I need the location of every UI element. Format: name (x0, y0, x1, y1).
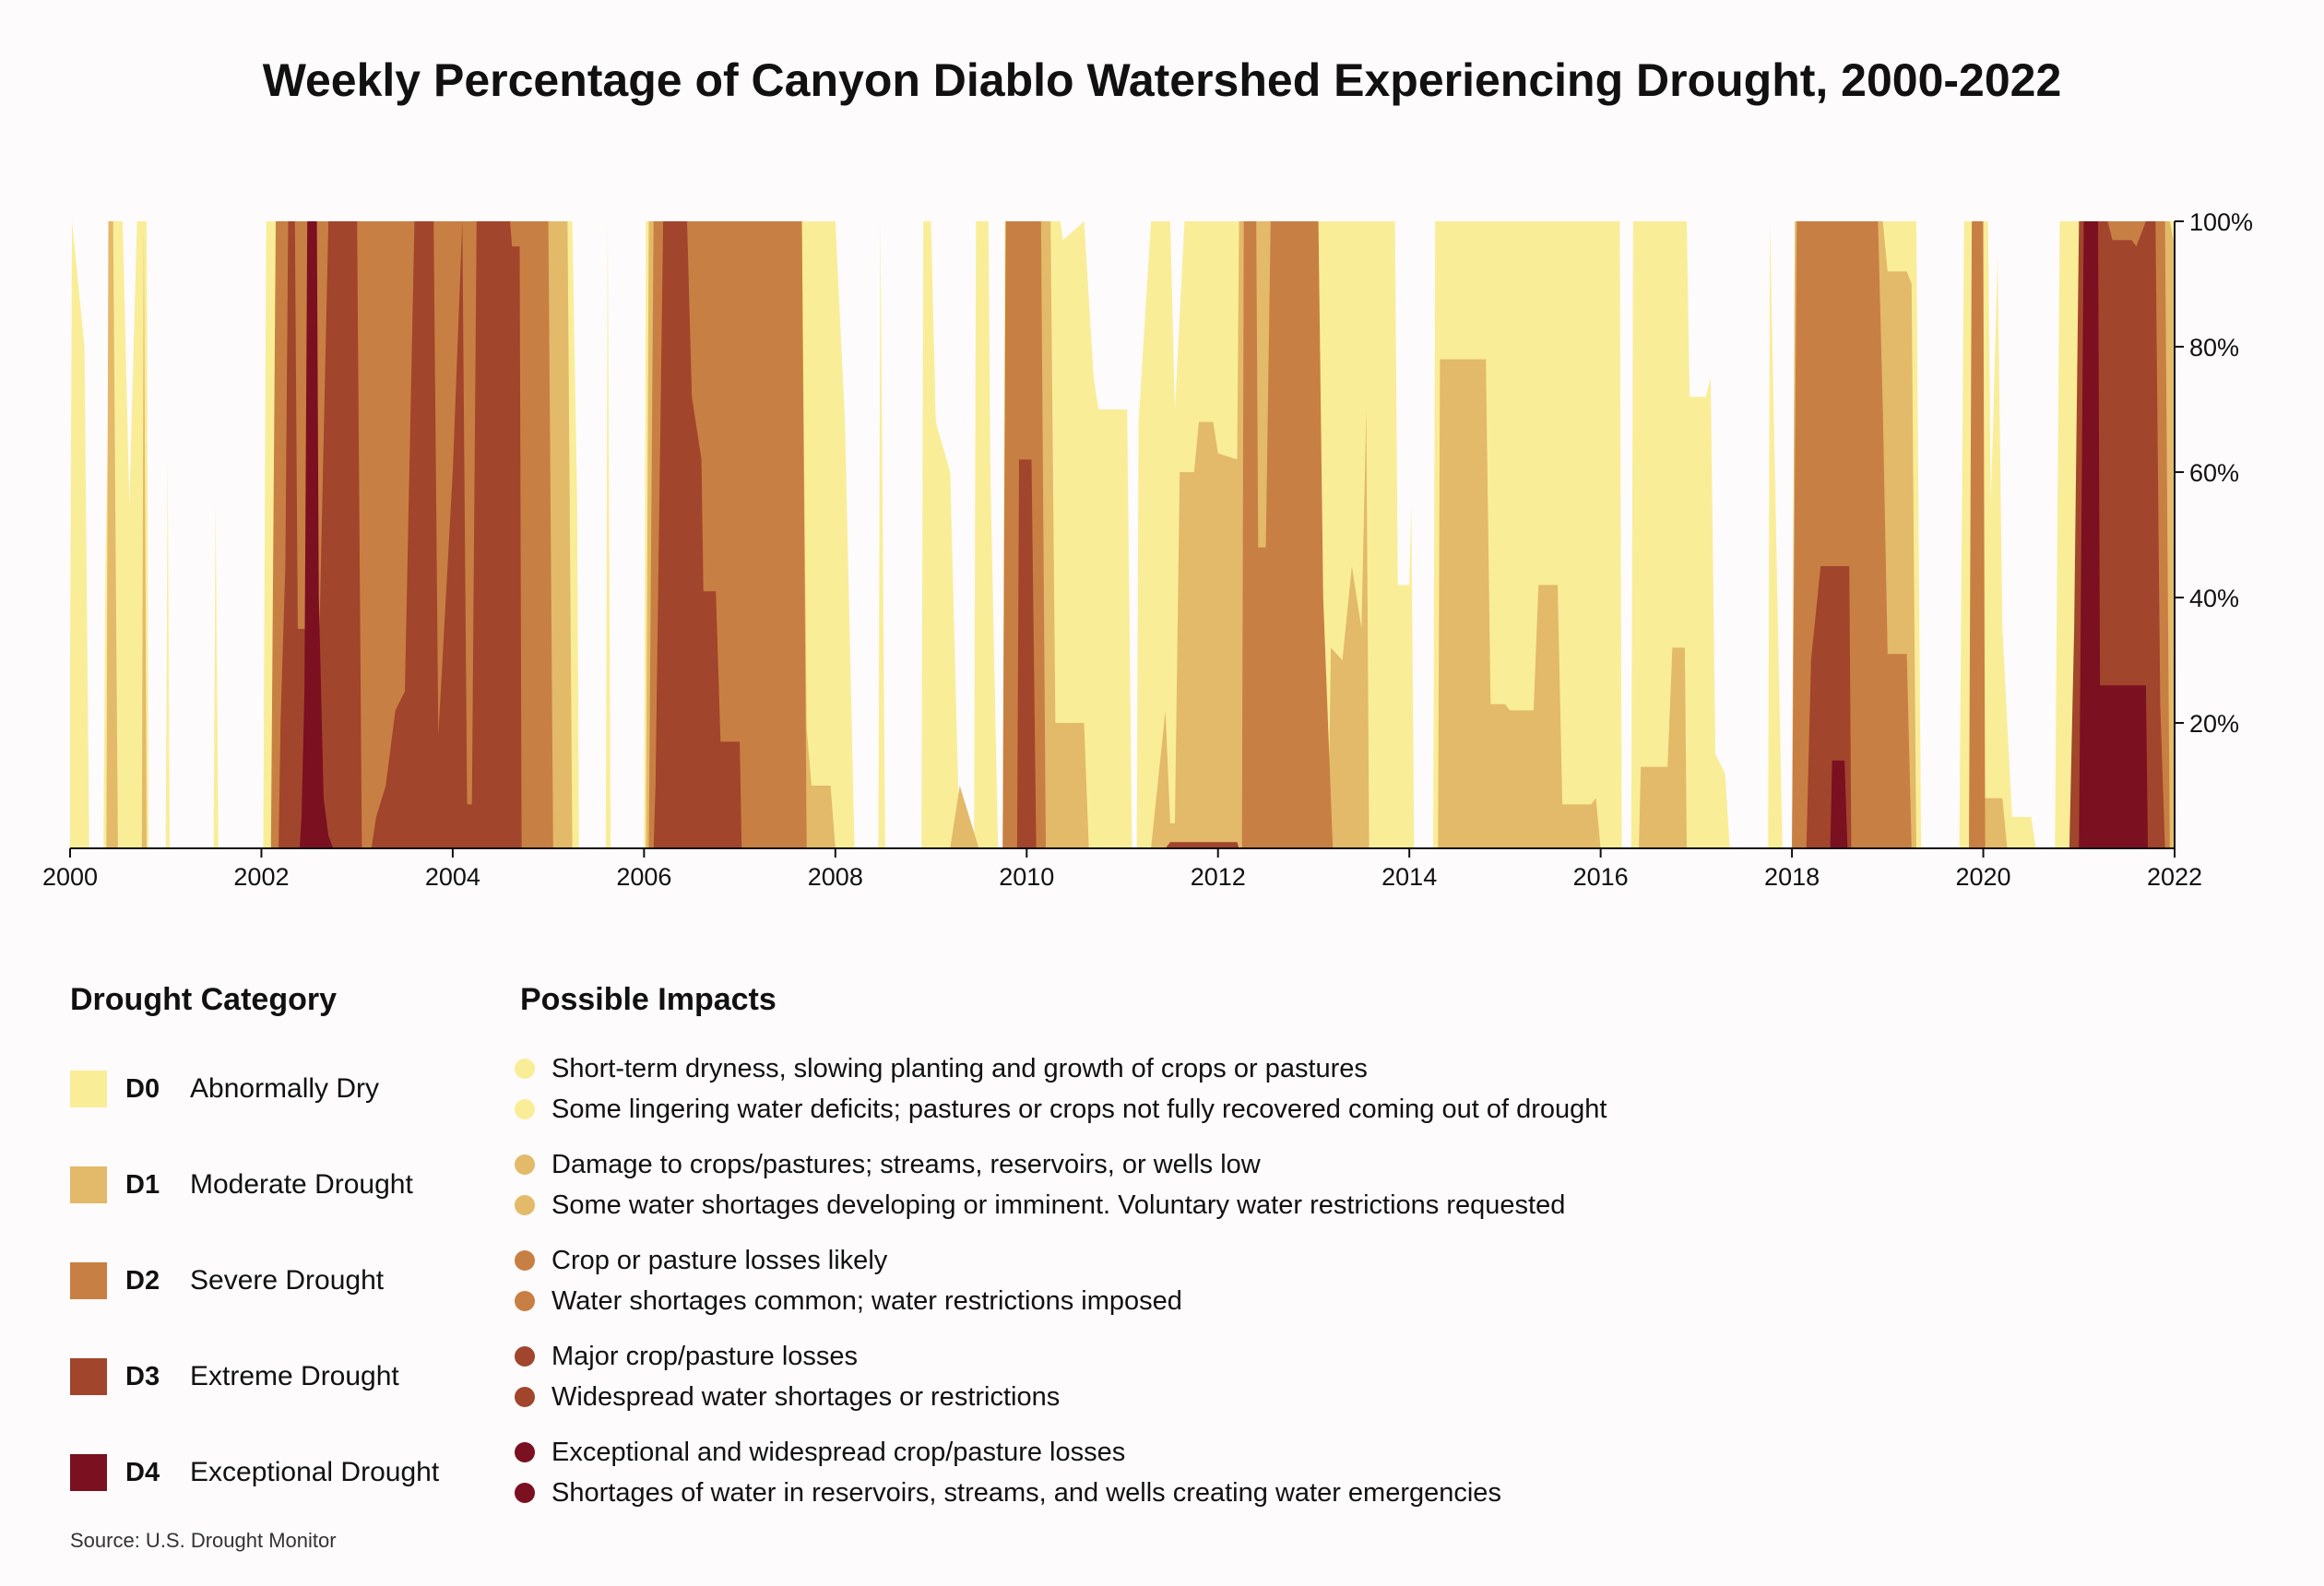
category-label: Moderate Drought (190, 1169, 413, 1200)
impact-bullet (515, 1291, 535, 1311)
impact-item-d0: Short-term dryness, slowing planting and… (515, 1050, 1368, 1087)
impact-text: Damage to crops/pastures; streams, reser… (551, 1149, 1261, 1179)
category-d1: D1 Moderate Drought (70, 1166, 413, 1204)
y-tick-label: 100% (2189, 208, 2253, 236)
impact-text: Exceptional and widespread crop/pasture … (551, 1437, 1126, 1467)
impact-bullet (515, 1059, 535, 1079)
category-swatch (70, 1262, 107, 1299)
x-tick-label: 2006 (616, 863, 671, 891)
x-tick-label: 2008 (808, 863, 863, 891)
impact-bullet (515, 1346, 535, 1367)
impact-item-d4: Exceptional and widespread crop/pasture … (515, 1434, 1125, 1471)
y-tick-label: 40% (2189, 585, 2239, 612)
category-label: Extreme Drought (190, 1361, 399, 1391)
source-note: Source: U.S. Drought Monitor (70, 1529, 337, 1552)
impact-bullet (515, 1387, 535, 1407)
drought-chart: 2000 2002 2004 2006 2008 2010 2012 2014 2016 2018… (42, 208, 2253, 891)
category-d4: D4 Exceptional Drought (70, 1453, 439, 1492)
impact-item-d0: Some lingering water deficits; pastures … (515, 1091, 1607, 1128)
category-d3: D3 Extreme Drought (70, 1357, 399, 1396)
chart-axes: 2000 2002 2004 2006 2008 2010 2012 2014 2016 2018… (42, 208, 2253, 891)
x-tick-label: 2016 (1573, 863, 1629, 891)
impact-item-d1: Damage to crops/pastures; streams, reser… (515, 1146, 1261, 1183)
impact-text: Major crop/pasture losses (551, 1341, 859, 1371)
category-code: D3 (125, 1361, 160, 1391)
x-tick-label: 2000 (42, 863, 98, 891)
impact-text: Crop or pasture losses likely (551, 1245, 888, 1275)
category-swatch (70, 1071, 107, 1107)
impact-bullet (515, 1442, 535, 1462)
impact-text: Some lingering water deficits; pastures … (551, 1094, 1607, 1124)
impact-text: Widespread water shortages or restrictio… (551, 1381, 1061, 1412)
drought-category-heading: Drought Category (70, 982, 337, 1017)
chart-title: Weekly Percentage of Canyon Diablo Water… (262, 54, 2062, 106)
category-code: D4 (125, 1457, 160, 1487)
impact-text: Short-term dryness, slowing planting and… (551, 1053, 1368, 1083)
category-label: Severe Drought (190, 1265, 385, 1296)
category-swatch (70, 1454, 107, 1491)
impact-bullet (515, 1250, 535, 1271)
impact-text: Water shortages common; water restrictio… (551, 1285, 1182, 1316)
y-tick-label: 20% (2189, 710, 2239, 738)
impact-item-d2: Crop or pasture losses likely (515, 1242, 887, 1279)
drought-areas (70, 221, 2175, 848)
area-d0 (70, 221, 2175, 848)
impact-item-d1: Some water shortages developing or immin… (515, 1187, 1565, 1224)
impact-bullet (515, 1483, 535, 1503)
x-tick-label: 2022 (2147, 863, 2202, 891)
impact-item-d3: Major crop/pasture losses (515, 1338, 858, 1375)
category-d0: D0 Abnormally Dry (70, 1070, 379, 1108)
x-tick-label: 2020 (1956, 863, 2011, 891)
category-swatch (70, 1166, 107, 1203)
x-tick-label: 2010 (999, 863, 1054, 891)
category-d2: D2 Severe Drought (70, 1261, 384, 1300)
y-tick-label: 60% (2189, 459, 2239, 487)
x-tick-label: 2018 (1764, 863, 1820, 891)
x-tick-label: 2014 (1381, 863, 1437, 891)
x-tick-label: 2004 (425, 863, 480, 891)
category-swatch (70, 1358, 107, 1395)
impact-item-d2: Water shortages common; water restrictio… (515, 1283, 1182, 1320)
area-d3 (70, 221, 2165, 848)
category-code: D2 (125, 1265, 160, 1296)
impact-text: Shortages of water in reservoirs, stream… (551, 1477, 1501, 1508)
impact-bullet (515, 1099, 535, 1119)
x-tick-label: 2002 (233, 863, 289, 891)
category-label: Abnormally Dry (190, 1073, 380, 1104)
impact-item-d3: Widespread water shortages or restrictio… (515, 1379, 1060, 1415)
category-code: D0 (125, 1073, 160, 1104)
y-tick-label: 80% (2189, 334, 2239, 361)
x-tick-label: 2012 (1191, 863, 1246, 891)
impact-item-d4: Shortages of water in reservoirs, stream… (515, 1474, 1501, 1511)
impact-bullet (515, 1154, 535, 1175)
category-code: D1 (125, 1169, 160, 1200)
possible-impacts-heading: Possible Impacts (520, 982, 777, 1017)
impact-text: Some water shortages developing or immin… (551, 1190, 1566, 1220)
category-label: Exceptional Drought (190, 1457, 440, 1487)
impact-bullet (515, 1195, 535, 1215)
